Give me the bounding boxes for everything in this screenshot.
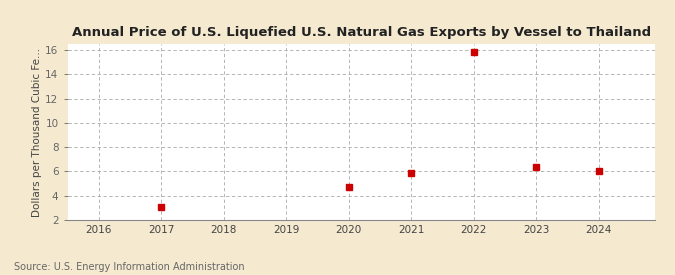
Text: Source: U.S. Energy Information Administration: Source: U.S. Energy Information Administ… bbox=[14, 262, 244, 272]
Y-axis label: Dollars per Thousand Cubic Fe...: Dollars per Thousand Cubic Fe... bbox=[32, 47, 43, 217]
Title: Annual Price of U.S. Liquefied U.S. Natural Gas Exports by Vessel to Thailand: Annual Price of U.S. Liquefied U.S. Natu… bbox=[72, 26, 651, 39]
